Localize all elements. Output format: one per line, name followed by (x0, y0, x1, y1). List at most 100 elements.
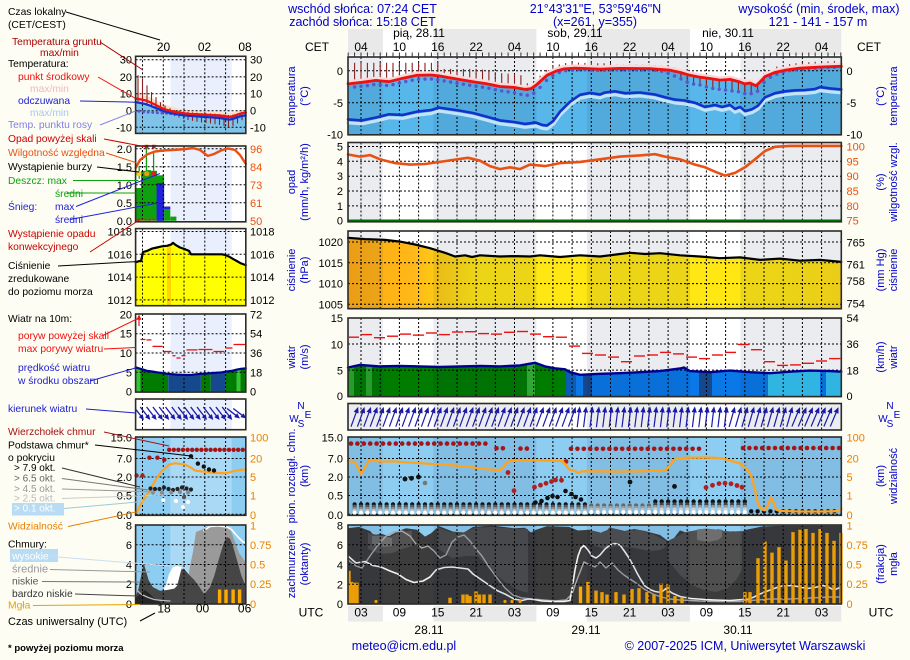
svg-text:15: 15 (431, 606, 445, 620)
svg-text:mgła: mgła (888, 551, 900, 576)
svg-text:1014: 1014 (108, 272, 132, 284)
svg-text:(°C): (°C) (875, 86, 887, 106)
svg-text:18: 18 (250, 367, 262, 379)
svg-text:Czas lokalny: Czas lokalny (8, 7, 67, 18)
svg-text:0: 0 (250, 599, 256, 611)
svg-text:zachód słońca: 15:18 CET: zachód słońca: 15:18 CET (289, 15, 436, 29)
svg-text:Wiatr na 10m:: Wiatr na 10m: (8, 314, 72, 325)
svg-text:36: 36 (250, 348, 262, 360)
svg-text:opad: opad (286, 170, 298, 194)
svg-text:4: 4 (337, 156, 343, 168)
svg-text:Temp. punktu rosy: Temp. punktu rosy (8, 120, 93, 131)
svg-text:03: 03 (661, 606, 675, 620)
svg-text:prędkość wiatru: prędkość wiatru (18, 363, 90, 374)
svg-text:02: 02 (198, 40, 212, 54)
svg-text:Chmury:: Chmury: (8, 540, 47, 551)
svg-text:Wystąpienie burzy: Wystąpienie burzy (8, 162, 93, 173)
svg-text:konwekcyjnego: konwekcyjnego (8, 242, 79, 253)
svg-text:max: max (55, 202, 75, 213)
svg-text:1: 1 (337, 201, 343, 213)
svg-text:0: 0 (847, 510, 853, 522)
svg-text:72: 72 (250, 309, 262, 321)
svg-text:max/min: max/min (30, 84, 69, 95)
svg-text:4: 4 (337, 560, 343, 572)
svg-text:0: 0 (337, 599, 343, 611)
svg-text:5: 5 (847, 472, 853, 484)
svg-text:Podstawa chmur*: Podstawa chmur* (8, 441, 89, 452)
svg-text:(CET/CEST): (CET/CEST) (8, 20, 66, 31)
svg-text:1016: 1016 (108, 249, 132, 261)
svg-text:0: 0 (337, 216, 343, 228)
svg-text:CET: CET (305, 40, 330, 54)
svg-text:0.5: 0.5 (250, 560, 265, 572)
svg-text:5: 5 (337, 142, 343, 154)
svg-text:04: 04 (508, 40, 522, 54)
svg-text:-5: -5 (333, 98, 343, 110)
svg-text:7.0: 7.0 (328, 454, 343, 466)
svg-text:ciśnienie: ciśnienie (286, 249, 298, 292)
svg-text:0: 0 (847, 66, 853, 78)
svg-text:1012: 1012 (108, 295, 132, 307)
svg-text:15: 15 (585, 606, 599, 620)
svg-text:1010: 1010 (319, 279, 343, 291)
svg-text:96: 96 (250, 144, 262, 156)
svg-text:6: 6 (126, 540, 132, 552)
svg-text:Widzialność: Widzialność (8, 522, 63, 533)
svg-text:> 2.5 okt.: > 2.5 okt. (14, 494, 55, 505)
svg-text:ciśnienie: ciśnienie (888, 249, 900, 292)
svg-text:761: 761 (847, 260, 865, 272)
svg-text:3: 3 (337, 171, 343, 183)
svg-text:Wierzchołek chmur: Wierzchołek chmur (8, 427, 96, 438)
svg-text:0: 0 (126, 106, 132, 118)
svg-text:Temperatura gruntu: Temperatura gruntu (12, 37, 102, 48)
svg-text:punkt środkowy: punkt środkowy (18, 72, 90, 83)
svg-text:22: 22 (623, 40, 637, 54)
svg-text:30: 30 (250, 55, 262, 67)
svg-text:pią, 28.11: pią, 28.11 (393, 26, 445, 40)
svg-text:2.0: 2.0 (117, 144, 132, 156)
svg-text:niskie: niskie (12, 577, 39, 588)
svg-text:0: 0 (847, 599, 853, 611)
svg-text:(km): (km) (299, 465, 311, 487)
svg-text:0.5: 0.5 (328, 491, 343, 503)
svg-text:15: 15 (331, 313, 343, 325)
svg-text:20: 20 (250, 72, 262, 84)
svg-text:0.5: 0.5 (117, 198, 132, 210)
svg-text:1005: 1005 (319, 299, 343, 311)
svg-text:Deszcz: max: Deszcz: max (8, 176, 68, 187)
svg-text:09: 09 (700, 606, 714, 620)
svg-text:03: 03 (354, 606, 368, 620)
svg-text:1014: 1014 (250, 272, 274, 284)
svg-text:765: 765 (847, 237, 865, 249)
svg-text:UTC: UTC (869, 606, 894, 620)
svg-text:1020: 1020 (319, 237, 343, 249)
svg-text:wschód słońca: 07:24 CET: wschód słońca: 07:24 CET (287, 2, 437, 16)
svg-text:15: 15 (738, 606, 752, 620)
svg-text:średni: średni (55, 189, 83, 200)
svg-text:0.0: 0.0 (117, 216, 132, 228)
svg-text:-10: -10 (116, 122, 132, 134)
svg-text:Wystąpienie opadu: Wystąpienie opadu (8, 229, 96, 240)
svg-text:> 4.5 okt.: > 4.5 okt. (14, 484, 55, 495)
svg-text:-10: -10 (250, 122, 266, 134)
svg-text:E: E (894, 410, 901, 421)
svg-text:6: 6 (337, 540, 343, 552)
svg-text:1: 1 (847, 491, 853, 503)
svg-text:1015: 1015 (319, 258, 343, 270)
svg-text:03: 03 (508, 606, 522, 620)
svg-text:0.0: 0.0 (117, 510, 132, 522)
svg-text:8: 8 (337, 520, 343, 532)
svg-text:temperatura: temperatura (888, 65, 900, 125)
svg-text:zredukowane: zredukowane (8, 274, 70, 285)
svg-text:06: 06 (238, 602, 252, 616)
svg-text:15.0: 15.0 (322, 433, 343, 445)
svg-text:21°43'31"E, 53°59'46"N: 21°43'31"E, 53°59'46"N (530, 2, 661, 16)
svg-text:21: 21 (777, 606, 791, 620)
svg-text:wiatr: wiatr (286, 345, 298, 370)
svg-text:(m/s): (m/s) (299, 344, 311, 369)
svg-text:(hPa): (hPa) (299, 257, 311, 284)
svg-text:-5: -5 (847, 98, 857, 110)
svg-text:90: 90 (847, 171, 859, 183)
svg-text:widzialność: widzialność (888, 447, 900, 505)
svg-text:2: 2 (337, 580, 343, 592)
